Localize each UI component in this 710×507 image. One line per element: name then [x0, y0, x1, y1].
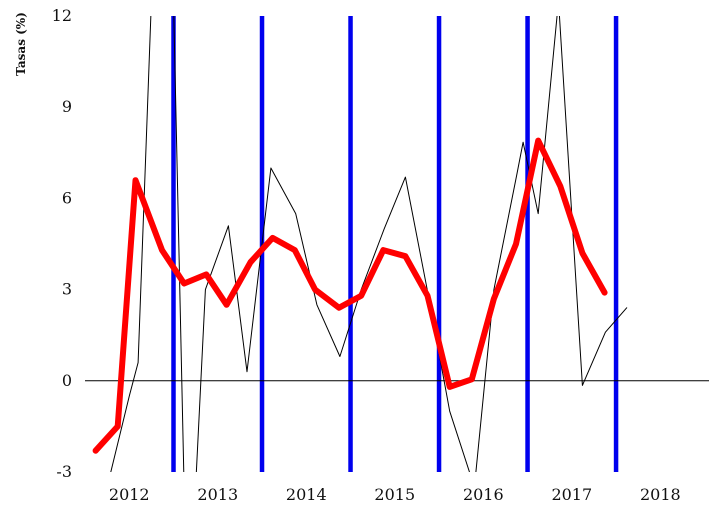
- series-line-thick: [92, 137, 608, 454]
- vertical-markers: [171, 16, 619, 472]
- y-axis-title: Tasas (%): [14, 12, 28, 76]
- x-axis-ticks: 2012 2013 2014 2015 2016 2017 2018: [109, 485, 681, 504]
- y-tick-label: 3: [62, 280, 72, 299]
- y-axis-title-group: Tasas (%): [14, 12, 28, 76]
- series-line-thin: [110, 16, 628, 472]
- y-axis-ticks: -3 0 3 6 9 12: [52, 6, 72, 481]
- x-tick-label: 2012: [109, 485, 150, 504]
- y-tick-label: -3: [56, 462, 72, 481]
- series-lines: [92, 16, 628, 472]
- y-tick-label: 12: [52, 6, 72, 25]
- x-tick-label: 2016: [463, 485, 504, 504]
- y-tick-label: 0: [62, 371, 72, 390]
- x-tick-label: 2017: [551, 485, 592, 504]
- x-tick-label: 2015: [374, 485, 415, 504]
- x-tick-label: 2013: [197, 485, 238, 504]
- x-tick-label: 2014: [286, 485, 327, 504]
- y-tick-label: 9: [62, 97, 72, 116]
- y-tick-label: 6: [62, 188, 72, 207]
- x-tick-label: 2018: [640, 485, 681, 504]
